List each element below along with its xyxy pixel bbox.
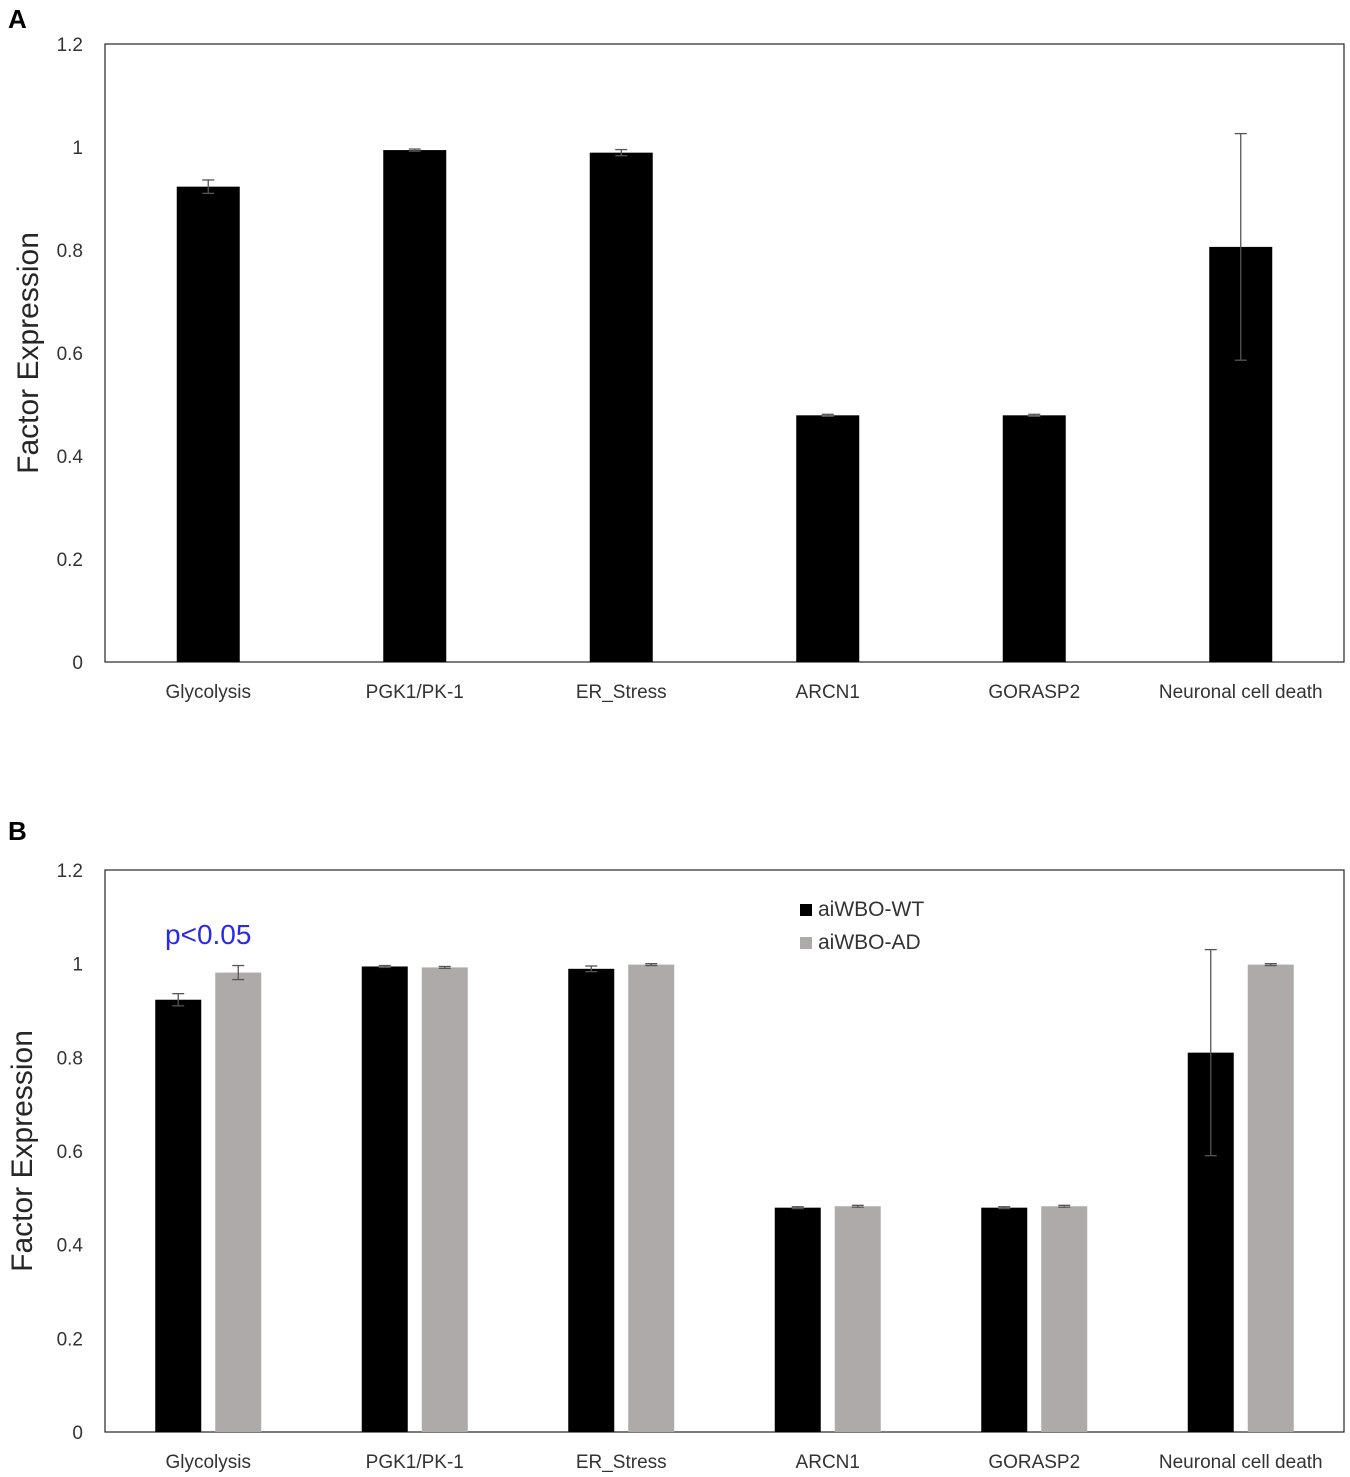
- legend-label: aiWBO-AD: [818, 931, 921, 954]
- y-tick-label: 0.2: [57, 550, 83, 571]
- y-tick-label: 0.6: [57, 344, 83, 365]
- y-tick-label: 1.2: [57, 861, 83, 882]
- y-tick-label: 0.6: [57, 1142, 83, 1163]
- chart-panel-a: A 0 0.2 0.4 0.6 0.8 1 1.2 Factor Expression Glyco…: [8, 4, 1345, 703]
- bar: [1041, 1206, 1088, 1432]
- y-axis-label: Factor Expression: [6, 1030, 39, 1272]
- chart-panel-b: B 0 0.2 0.4 0.6 0.8 1 1.2 Factor Expression Glyco…: [6, 816, 1345, 1473]
- bar: [215, 972, 262, 1432]
- x-tick-label: ER_Stress: [576, 1452, 667, 1473]
- legend-label: aiWBO-WT: [818, 898, 924, 921]
- y-tick-label: 0.4: [57, 447, 84, 468]
- bar: [589, 152, 653, 663]
- y-tick-label: 0.2: [57, 1329, 83, 1350]
- y-tick-label: 0.4: [57, 1236, 84, 1257]
- bar: [834, 1206, 881, 1432]
- x-tick-label: ARCN1: [796, 1452, 860, 1473]
- bar: [1247, 964, 1294, 1432]
- bar: [568, 968, 615, 1432]
- bar: [1002, 415, 1066, 662]
- y-tick-label: 0: [72, 1423, 83, 1444]
- x-tick-label: GORASP2: [988, 1452, 1080, 1473]
- x-tick-label: Glycolysis: [165, 1452, 251, 1473]
- y-axis-label: Factor Expression: [12, 232, 45, 474]
- y-tick-label: 0: [72, 653, 83, 674]
- bar: [155, 999, 202, 1432]
- legend-swatch: [800, 937, 812, 949]
- x-tick-label: PGK1/PK-1: [366, 682, 464, 703]
- x-tick-label: ARCN1: [796, 682, 860, 703]
- bar: [176, 186, 240, 662]
- bar: [774, 1207, 821, 1432]
- y-tick-label: 1.2: [57, 35, 83, 56]
- y-tick-label: 0.8: [57, 241, 83, 262]
- x-tick-label: PGK1/PK-1: [366, 1452, 464, 1473]
- significance-annotation: p<0.05: [165, 919, 251, 950]
- y-tick-label: 0.8: [57, 1048, 83, 1069]
- panel-label: A: [8, 4, 27, 34]
- y-tick-label: 1: [72, 955, 83, 976]
- x-tick-label: Neuronal cell death: [1159, 1452, 1323, 1473]
- x-tick-label: Neuronal cell death: [1159, 682, 1323, 703]
- y-tick-label: 1: [72, 138, 83, 159]
- bar: [421, 967, 468, 1432]
- bar: [981, 1207, 1028, 1432]
- legend-swatch: [800, 904, 812, 916]
- bar: [628, 964, 675, 1432]
- bar: [361, 966, 408, 1432]
- plot-frame: [104, 43, 1345, 663]
- bar: [796, 415, 860, 662]
- plot-frame: [104, 869, 1345, 1433]
- bar: [383, 150, 447, 662]
- x-tick-label: GORASP2: [988, 682, 1080, 703]
- x-tick-label: Glycolysis: [165, 682, 251, 703]
- panel-label: B: [8, 816, 27, 846]
- x-tick-label: ER_Stress: [576, 682, 667, 703]
